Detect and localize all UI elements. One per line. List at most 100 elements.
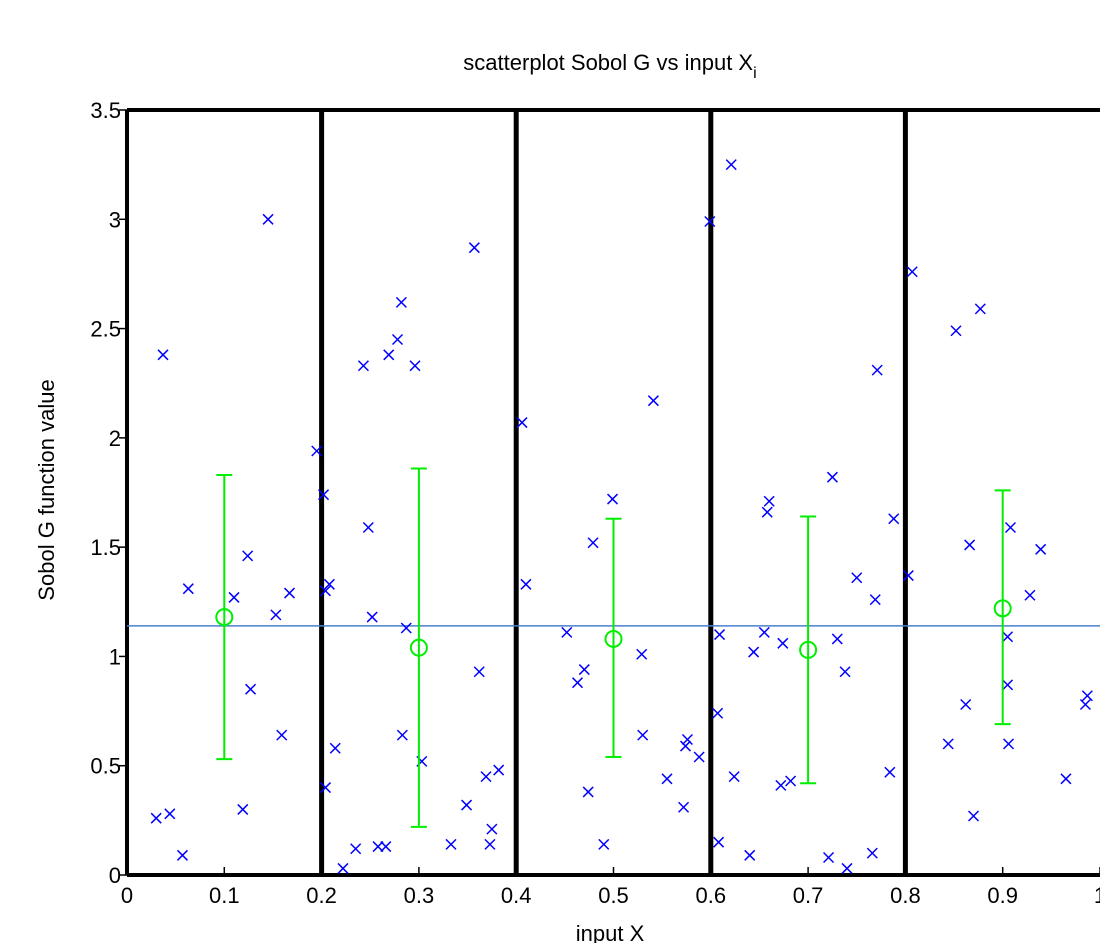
scatter-point: [395, 296, 407, 308]
scatter-point: [587, 537, 599, 549]
scatter-point-stroke: [681, 733, 693, 746]
scatter-point-stroke: [851, 572, 863, 584]
scatter-point: [678, 801, 690, 813]
y-tick-label: 1.5: [90, 535, 121, 560]
scatter-point-stroke: [516, 417, 528, 429]
scatter-point: [262, 213, 274, 225]
scatter-point: [704, 215, 716, 228]
scatter-point: [270, 609, 282, 621]
y-tick-label: 1: [109, 644, 121, 669]
scatter-point-stroke: [337, 862, 349, 874]
scatter-point-stroke: [445, 838, 457, 850]
scatter-point-stroke: [587, 537, 599, 549]
scatter-point-stroke: [329, 742, 341, 754]
scatter-point: [276, 729, 288, 741]
scatter-point-stroke: [960, 698, 972, 711]
scatter-point-stroke: [869, 594, 881, 606]
scatter-point: [242, 550, 254, 562]
scatter-point-stroke: [245, 683, 257, 695]
scatter-point-stroke: [520, 578, 532, 590]
scatter-point: [661, 773, 673, 785]
scatter-point-stroke: [744, 849, 756, 861]
scatter-point: [561, 626, 573, 638]
scatter-point-stroke: [1081, 690, 1093, 702]
scatter-point: [637, 729, 649, 741]
scatter-point: [391, 333, 404, 346]
scatter-point-stroke: [157, 349, 169, 361]
bin-mean-marker: [799, 640, 818, 659]
scatter-point-stroke: [777, 637, 789, 649]
scatter-point-stroke: [906, 266, 918, 278]
scatter-point-stroke: [391, 333, 404, 346]
x-tick-label: 0.8: [890, 883, 921, 908]
scatter-point-stroke: [311, 445, 323, 457]
scatter-point-stroke: [693, 751, 705, 763]
x-tick-label: 0.6: [696, 883, 727, 908]
x-tick-label: 0.1: [209, 883, 240, 908]
bin-stat-3: [604, 517, 623, 758]
scatter-point: [484, 838, 496, 850]
scatter-point-stroke: [841, 862, 853, 874]
scatter-point-stroke: [763, 495, 775, 507]
scatter-point: [283, 587, 296, 599]
scatter-point: [636, 648, 648, 660]
tick-labels: 0 0.5 1 1.5 2 2.5 3 3.5 0 0.1 0.2 0.3 0.4 0.5 0.6 0.7 0.…: [90, 98, 1100, 908]
scatter-point: [400, 622, 412, 634]
scatter-point-stroke: [902, 570, 914, 582]
scatter-point-stroke: [775, 779, 787, 791]
scatter-point: [319, 782, 332, 794]
scatter-point: [967, 810, 980, 822]
scatter-point: [383, 349, 395, 361]
scatter-point: [520, 578, 532, 590]
y-tick-label: 3: [109, 207, 121, 232]
scatter-point: [582, 786, 594, 798]
scatter-point-stroke: [1002, 679, 1014, 691]
y-tick-label: 0: [109, 863, 121, 888]
scatter-point: [318, 489, 330, 501]
scatter-point: [1060, 773, 1072, 785]
bin-mean-marker: [409, 638, 428, 657]
scatter-point: [396, 729, 408, 741]
x-tick-label: 0.2: [306, 883, 337, 908]
scatter-point: [176, 849, 188, 861]
scatter-point: [516, 417, 528, 429]
scatter-point-stroke: [362, 521, 374, 534]
scatter-point-stroke: [276, 729, 288, 741]
scatter-point-stroke: [1003, 738, 1015, 750]
scatter-point: [1002, 679, 1014, 691]
scatter-point: [964, 539, 976, 551]
scatter-point: [480, 771, 492, 783]
scatter-point: [228, 591, 240, 603]
scatter-point-stroke: [372, 841, 384, 853]
scatter-point-stroke: [748, 646, 760, 658]
scatter-point: [486, 823, 498, 835]
scatter-point: [681, 733, 693, 746]
scatter-point: [906, 266, 918, 278]
scatter-point: [237, 803, 249, 815]
scatter-point: [350, 843, 362, 855]
scatter-point-stroke: [409, 360, 421, 372]
scatter-point: [713, 836, 725, 848]
scatter-point: [823, 851, 835, 864]
scatter-point-stroke: [582, 786, 594, 798]
scatter-point-stroke: [318, 489, 330, 501]
scatter-point-stroke: [1024, 589, 1036, 601]
chart-title: scatterplot Sobol G vs input Xi: [463, 50, 756, 82]
scatter-point: [839, 666, 851, 678]
scatter-point: [380, 841, 392, 853]
scatter-point-stroke: [237, 803, 249, 815]
scatter-point: [150, 812, 162, 824]
scatter-point: [245, 683, 257, 695]
chart-title-subscript: i: [753, 65, 757, 82]
scatter-point-stroke: [493, 764, 505, 776]
scatter-point: [1003, 738, 1015, 750]
scatter-point-stroke: [571, 677, 584, 689]
scatter-point: [362, 521, 374, 534]
scatter-point-stroke: [678, 801, 690, 813]
scatter-point: [785, 775, 797, 787]
scatter-point: [841, 862, 853, 874]
scatter-point-stroke: [150, 812, 162, 824]
scatter-point: [748, 646, 760, 658]
bin-mean-marker: [604, 629, 623, 648]
